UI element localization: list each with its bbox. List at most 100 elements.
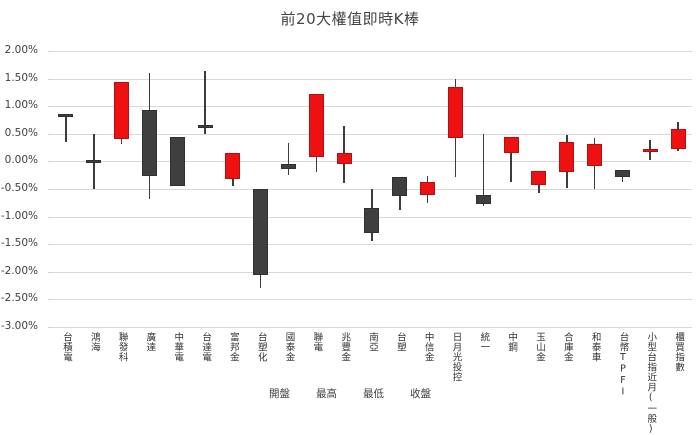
x-axis-label: 台幣TPFI (617, 332, 629, 398)
candlestick[interactable] (469, 51, 497, 327)
candle-body (281, 164, 296, 169)
candlestick[interactable] (525, 51, 553, 327)
y-axis-label: -3.00% (0, 320, 38, 332)
x-axis-label: 富邦金 (227, 332, 239, 362)
candle-wick (287, 143, 290, 176)
candlestick[interactable] (275, 51, 303, 327)
y-axis-tick-mark (48, 78, 52, 80)
x-axis-label: 廣達 (144, 332, 156, 352)
x-axis-label: 櫃買指數 (673, 332, 685, 372)
gridline (52, 133, 692, 135)
x-axis-label: 中信金 (422, 332, 434, 362)
gridline (52, 271, 692, 273)
candle-body (392, 176, 408, 197)
y-axis-label: -0.50% (0, 182, 38, 194)
y-axis-tick-mark (48, 299, 52, 301)
candlestick[interactable] (80, 51, 108, 327)
gridline (52, 78, 692, 80)
gridline (52, 106, 692, 108)
candle-body (503, 136, 519, 154)
y-axis-label: -2.00% (0, 264, 38, 277)
x-axis-label: 台塑 (394, 332, 406, 352)
x-axis-label: 聯電 (311, 332, 323, 352)
candlestick[interactable] (358, 51, 386, 327)
candlestick[interactable] (135, 51, 163, 327)
x-axis: 台積電 鴻海 聯發科 廣達 中華電 台達電 富邦金 台塑化 國泰金 聯電 兆豐金 南亞 台塑 中信金 日月光… (52, 328, 692, 435)
candle-wick (482, 133, 485, 206)
legend-item[interactable]: 開盤 (269, 388, 290, 400)
candlestick[interactable] (414, 51, 442, 327)
candle-body (614, 169, 630, 177)
x-axis-label: 小型台指近月(一般) (645, 332, 657, 435)
candle-body (559, 142, 575, 173)
candlestick[interactable] (108, 51, 136, 327)
y-axis-label: -2.50% (0, 292, 38, 305)
candle-wick (65, 114, 67, 143)
x-axis-label: 日月光投控 (450, 332, 462, 382)
x-axis-label: 台達電 (200, 332, 212, 362)
y-axis-label: 2.00% (4, 44, 38, 56)
candlestick[interactable] (553, 51, 581, 327)
candle-body (587, 143, 603, 166)
y-axis-tick-mark (48, 189, 52, 190)
y-axis-tick-mark (48, 216, 52, 218)
candle-body (253, 189, 269, 275)
candlestick[interactable] (636, 51, 664, 327)
gridline (52, 327, 692, 328)
x-axis-label: 中鋼 (506, 332, 518, 352)
y-axis-label: -1.50% (0, 237, 38, 250)
candlestick[interactable] (163, 51, 191, 327)
legend-item[interactable]: 收盤 (410, 388, 431, 400)
candlestick[interactable] (497, 51, 525, 327)
candlestick[interactable] (664, 51, 692, 327)
candle-body (531, 171, 547, 185)
candle-body (308, 94, 324, 157)
x-axis-label: 和泰車 (589, 332, 601, 362)
candle-wick (510, 136, 512, 183)
y-axis-label: -1.00% (0, 209, 38, 222)
candle-body (420, 182, 436, 195)
candle-body (336, 153, 352, 165)
y-axis-tick-mark (48, 133, 52, 135)
candle-body (169, 136, 185, 187)
x-axis-label: 統一 (478, 332, 490, 352)
x-axis-label: 國泰金 (283, 332, 295, 362)
gridline (52, 299, 692, 301)
candlestick[interactable] (330, 51, 358, 327)
candle-body (447, 86, 463, 138)
candlestick[interactable] (609, 51, 637, 327)
y-axis-tick-mark (48, 271, 52, 273)
plot-area: 2.00% 1.50% 1.00% 0.50% 0.00% -0.50% -1.00% -1.… (1, 45, 692, 331)
gridline (52, 51, 692, 52)
candle-body (364, 208, 380, 234)
chart-legend: 開盤 最高 最低 收盤 (0, 386, 700, 401)
x-axis-label: 台積電 (60, 332, 72, 362)
candlestick[interactable] (247, 51, 275, 327)
y-axis-label: 1.50% (4, 71, 38, 84)
candlestick[interactable] (386, 51, 414, 327)
y-axis-label: 0.50% (4, 126, 38, 139)
x-axis-label: 中華電 (172, 332, 184, 362)
x-axis-label: 鴻海 (88, 332, 100, 352)
candlestick[interactable] (219, 51, 247, 327)
candlestick[interactable] (52, 51, 80, 327)
candlestick[interactable] (191, 51, 219, 327)
y-axis-tick-mark (48, 106, 52, 108)
chart-title: 前20大權值即時K棒 (280, 10, 420, 28)
candle-body (114, 82, 130, 140)
candle-body (86, 160, 102, 164)
candle-body (475, 194, 491, 205)
legend-item[interactable]: 最低 (363, 388, 384, 400)
candlestick[interactable] (442, 51, 470, 327)
y-axis-tick-mark (48, 161, 52, 163)
candlestick-chart: 前20大權值即時K棒 2.00% 1.50% 1.00% 0.50% 0.00% -0.5… (0, 10, 700, 435)
candlestick[interactable] (581, 51, 609, 327)
candle-body (58, 114, 74, 118)
y-axis-label: 0.00% (4, 154, 38, 167)
candlestick[interactable] (302, 51, 330, 327)
candle-body (670, 129, 686, 150)
x-axis-label: 合庫金 (561, 332, 573, 362)
y-axis-label: 1.00% (4, 99, 38, 112)
x-axis-label: 台塑化 (255, 332, 267, 362)
legend-item[interactable]: 最高 (316, 388, 337, 400)
